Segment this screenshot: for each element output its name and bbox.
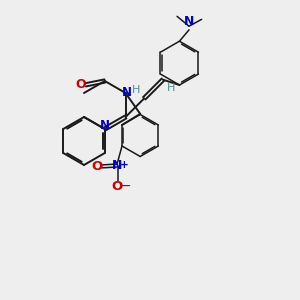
Text: H: H — [132, 85, 140, 95]
Text: H: H — [167, 83, 175, 93]
Text: −: − — [119, 178, 131, 193]
Text: O: O — [91, 160, 102, 173]
Text: N: N — [184, 15, 194, 28]
Text: O: O — [111, 180, 122, 193]
Text: N: N — [122, 86, 132, 100]
Text: +: + — [120, 160, 128, 170]
Text: N: N — [112, 159, 123, 172]
Text: N: N — [100, 119, 110, 132]
Text: O: O — [75, 78, 86, 91]
